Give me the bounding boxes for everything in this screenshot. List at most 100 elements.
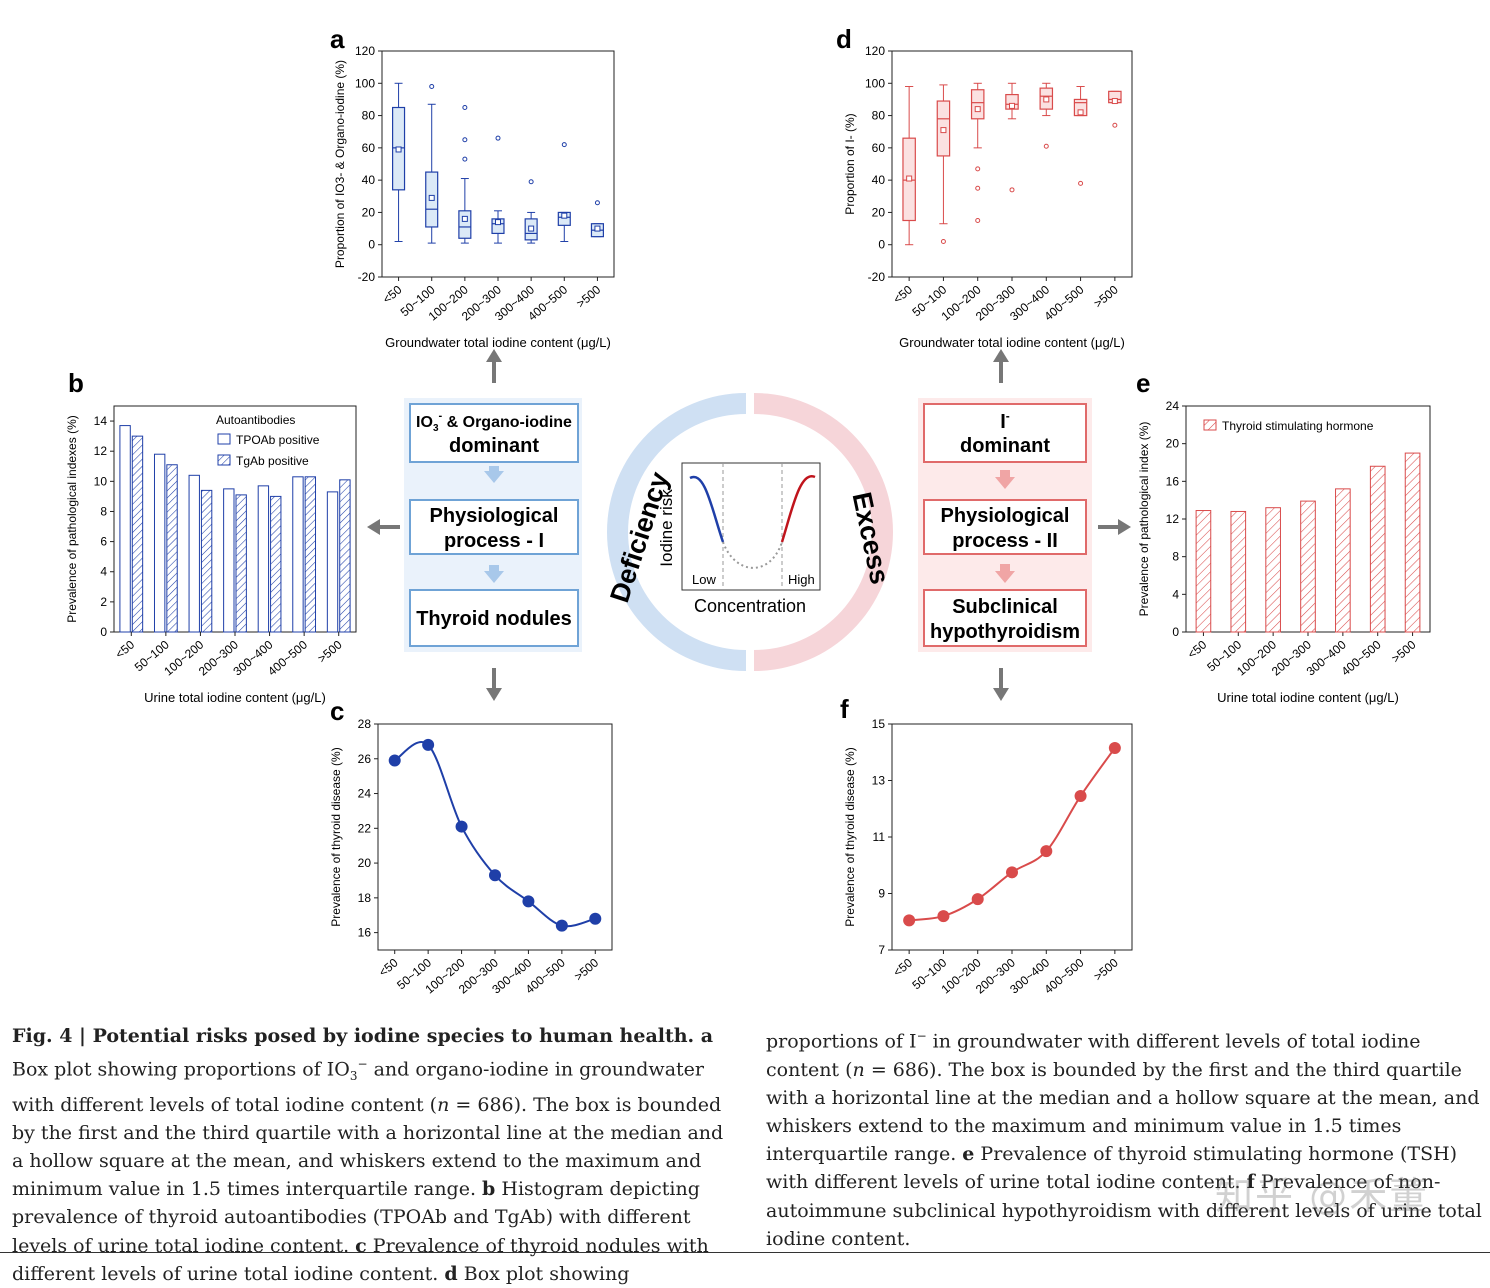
mini-low: Low: [692, 572, 716, 587]
y-tick-label: 80: [362, 109, 376, 123]
data-point: [555, 919, 568, 932]
y-tick-label: 16: [358, 926, 372, 940]
box-outlier: [975, 218, 981, 223]
caption-fragment: f: [1246, 1171, 1255, 1194]
x-tick-label: >500: [574, 282, 604, 310]
box-outlier: [1043, 143, 1049, 149]
y-tick-label: 4: [100, 565, 107, 579]
x-axis-label: Urine total iodine content (μg/L): [921, 1008, 1103, 1010]
caption-fragment: Box plot showing: [457, 1262, 630, 1285]
right-box1-sup: -: [1006, 409, 1010, 423]
bar: [1265, 507, 1281, 633]
x-tick-label: >500: [1091, 282, 1121, 310]
x-tick-label: <50: [890, 955, 915, 979]
y-tick-label: 13: [872, 774, 886, 788]
x-axis-label: Urine total iodine content (μg/L): [404, 1008, 586, 1010]
box-iqr: [557, 211, 571, 226]
box-mean: [974, 106, 981, 113]
caption-fragment: proportions of I: [766, 1030, 917, 1053]
box-iqr: [458, 210, 472, 239]
right-box3-line2: hypothyroidism: [930, 621, 1080, 643]
left-flow-box-3: [409, 589, 579, 647]
legend-title: Autoantibodies: [216, 413, 295, 427]
y-axis-label: Prevalence of thyroid disease (%): [329, 747, 343, 926]
y-tick-label: 28: [358, 717, 372, 731]
box-mean: [528, 225, 535, 232]
bar: [200, 489, 213, 633]
box-outlier: [1112, 122, 1118, 128]
x-tick-label: >500: [1091, 955, 1121, 983]
connector-arrows: [367, 349, 1131, 701]
y-axis-label: Proportion of I- (%): [843, 113, 857, 214]
legend-swatch: [217, 433, 231, 445]
y-tick-label: -20: [868, 270, 886, 284]
svg-text:IO3- & Organo-iodine: IO3- & Organo-iodine: [416, 410, 572, 434]
y-tick-label: 7: [878, 943, 885, 957]
legend-swatch: [1203, 419, 1217, 431]
left-box1-io: IO: [416, 414, 433, 431]
box-outlier: [975, 185, 981, 191]
chart-panel-c: 16182022242628<5050~100100~200200~300300…: [329, 717, 613, 1010]
y-tick-label: 20: [362, 205, 376, 219]
box-mean: [906, 175, 913, 182]
left-down-arrow-2: [484, 565, 504, 583]
bar: [119, 425, 131, 633]
box-mean: [1111, 98, 1118, 105]
bar: [223, 488, 235, 633]
y-tick-label: 120: [355, 44, 375, 58]
bar: [1300, 500, 1316, 633]
caption-fragment: d: [444, 1262, 458, 1285]
y-tick-label: 40: [362, 173, 376, 187]
y-tick-label: 60: [872, 141, 886, 155]
right-down-arrow-2: [995, 564, 1015, 583]
bar: [131, 435, 144, 633]
left-box1-sub: 3: [433, 423, 439, 434]
caption-fragment: Box plot showing proportions of IO: [12, 1058, 350, 1081]
mini-ylabel: Iodine risk: [657, 489, 676, 567]
box-mean: [1009, 102, 1015, 109]
right-down-arrow-1: [995, 470, 1015, 489]
left-box1-rest: & Organo-iodine: [442, 414, 572, 431]
data-point: [455, 820, 468, 833]
y-tick-label: 8: [100, 504, 107, 518]
box-mean: [1043, 96, 1050, 103]
x-tick-label: 400~500: [265, 637, 310, 678]
y-tick-label: 10: [94, 474, 108, 488]
caption-fragment: and organo-iodine in groundwater with di…: [12, 1058, 704, 1116]
data-point: [1006, 866, 1018, 879]
mini-curve-low: [689, 475, 725, 543]
box-outlier: [1009, 187, 1015, 193]
box-iqr: [1005, 93, 1019, 110]
box-outlier: [429, 84, 435, 90]
bar: [166, 464, 178, 633]
x-tick-label: >500: [315, 637, 345, 665]
bar: [153, 453, 166, 633]
box-outlier: [561, 142, 567, 148]
y-tick-label: 24: [1166, 399, 1180, 413]
y-tick-label: 120: [865, 44, 885, 58]
y-axis-label: Prevalence of pathological index (%): [1137, 422, 1151, 617]
panel-letter-c: c: [330, 696, 344, 726]
box-mean: [594, 225, 601, 232]
y-tick-label: 40: [872, 173, 886, 187]
y-tick-label: 20: [358, 856, 372, 870]
mini-high: High: [788, 572, 815, 587]
right-flow-box-2: [923, 499, 1087, 555]
x-tick-label: <50: [376, 955, 401, 979]
y-tick-label: 12: [94, 444, 108, 458]
box-mean: [940, 127, 947, 134]
mini-plot-frame: [681, 462, 821, 591]
y-tick-label: 0: [1172, 625, 1179, 639]
y-tick-label: 2: [100, 595, 107, 609]
data-point: [1074, 790, 1087, 803]
box-iqr: [1073, 98, 1088, 117]
plot-frame: [891, 723, 1133, 951]
mini-curve-mid: [722, 541, 783, 569]
x-axis-label: Urine total iodine content (μg/L): [144, 690, 326, 705]
caption-fragment: Prevalence of non-autoimmune subclinical…: [766, 1171, 1482, 1250]
caption-fragment: 3: [349, 1069, 358, 1084]
data-point: [971, 893, 984, 906]
caption-fragment: c: [355, 1234, 367, 1257]
ring-excess: [754, 393, 893, 671]
mini-xlabel: Concentration: [694, 596, 806, 616]
